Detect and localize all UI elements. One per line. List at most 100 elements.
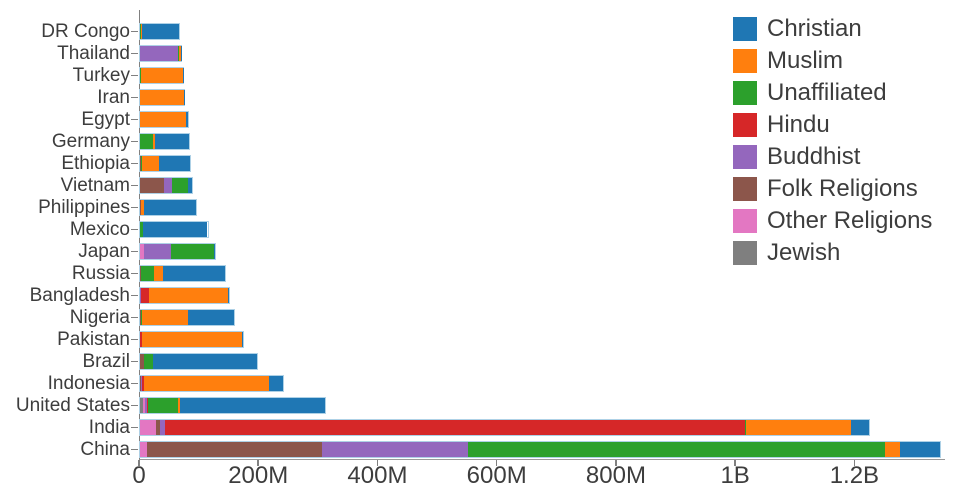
bar-ethiopia[interactable] — [140, 156, 190, 171]
segment-christian-russia[interactable] — [162, 266, 226, 281]
segment-christian-dr-congo[interactable] — [141, 24, 180, 39]
segment-unaffiliated-vietnam[interactable] — [172, 178, 188, 193]
bar-china[interactable] — [140, 442, 941, 457]
bar-philippines[interactable] — [140, 200, 196, 215]
legend-item-muslim[interactable]: Muslim — [733, 47, 932, 74]
legend-item-folk-religions[interactable]: Folk Religions — [733, 175, 932, 202]
legend-item-other-religions[interactable]: Other Religions — [733, 207, 932, 234]
segment-buddhist-japan[interactable] — [143, 244, 172, 259]
bar-thailand[interactable] — [140, 46, 182, 61]
segment-buddhist-india[interactable] — [159, 420, 166, 435]
legend-item-buddhist[interactable]: Buddhist — [733, 143, 932, 170]
segment-muslim-ethiopia[interactable] — [141, 156, 159, 171]
segment-folk-religions-philippines[interactable] — [140, 200, 141, 215]
legend-swatch-christian — [733, 17, 757, 41]
bar-japan[interactable] — [140, 244, 216, 259]
bar-vietnam[interactable] — [140, 178, 193, 193]
segment-muslim-egypt[interactable] — [140, 112, 186, 127]
segment-hindu-indonesia[interactable] — [141, 376, 144, 391]
segment-christian-philippines[interactable] — [144, 200, 196, 215]
segment-muslim-china[interactable] — [884, 442, 900, 457]
segment-muslim-united-states[interactable] — [178, 398, 181, 413]
bar-russia[interactable] — [140, 266, 226, 281]
y-tick-mark — [131, 52, 138, 55]
segment-muslim-pakistan[interactable] — [141, 332, 242, 347]
y-tick-mark — [131, 74, 138, 77]
segment-buddhist-indonesia[interactable] — [140, 376, 142, 391]
segment-muslim-india[interactable] — [745, 420, 851, 435]
segment-hindu-pakistan[interactable] — [140, 332, 142, 347]
segment-christian-pakistan[interactable] — [241, 332, 244, 347]
segment-jewish-united-states[interactable] — [140, 398, 144, 413]
segment-unaffiliated-mexico[interactable] — [140, 222, 144, 237]
segment-christian-china[interactable] — [899, 442, 941, 457]
bar-bangladesh[interactable] — [140, 288, 229, 303]
segment-christian-egypt[interactable] — [185, 112, 189, 127]
bar-indonesia[interactable] — [140, 376, 283, 391]
segment-unaffiliated-india[interactable] — [745, 420, 746, 435]
legend-item-hindu[interactable]: Hindu — [733, 111, 932, 138]
segment-christian-japan[interactable] — [214, 244, 216, 259]
segment-muslim-thailand[interactable] — [178, 46, 181, 61]
segment-muslim-nigeria[interactable] — [141, 310, 188, 325]
segment-christian-germany[interactable] — [155, 134, 190, 149]
segment-unaffiliated-dr-congo[interactable] — [140, 24, 142, 39]
segment-other-religions-japan[interactable] — [140, 244, 144, 259]
bar-nigeria[interactable] — [140, 310, 235, 325]
bar-turkey[interactable] — [140, 68, 184, 83]
segment-unaffiliated-germany[interactable] — [140, 134, 153, 149]
segment-folk-religions-ethiopia[interactable] — [140, 156, 142, 171]
segment-muslim-bangladesh[interactable] — [148, 288, 229, 303]
segment-christian-vietnam[interactable] — [188, 178, 193, 193]
segment-christian-nigeria[interactable] — [187, 310, 235, 325]
legend-item-jewish[interactable]: Jewish — [733, 239, 932, 266]
segment-buddhist-thailand[interactable] — [140, 46, 179, 61]
segment-muslim-indonesia[interactable] — [144, 376, 269, 391]
segment-folk-religions-vietnam[interactable] — [140, 178, 164, 193]
x-tick-mark — [853, 460, 856, 466]
segment-hindu-united-states[interactable] — [147, 398, 149, 413]
segment-christian-brazil[interactable] — [153, 354, 257, 369]
bar-pakistan[interactable] — [140, 332, 244, 347]
bar-dr-congo[interactable] — [140, 24, 180, 39]
segment-unaffiliated-turkey[interactable] — [140, 68, 141, 83]
segment-muslim-germany[interactable] — [152, 134, 156, 149]
segment-folk-religions-china[interactable] — [147, 442, 323, 457]
segment-folk-religions-india[interactable] — [156, 420, 160, 435]
segment-muslim-iran[interactable] — [140, 90, 184, 105]
segment-unaffiliated-russia[interactable] — [140, 266, 155, 281]
bar-germany[interactable] — [140, 134, 190, 149]
segment-buddhist-brazil[interactable] — [143, 354, 145, 369]
segment-other-religions-united-states[interactable] — [143, 398, 145, 413]
segment-unaffiliated-china[interactable] — [467, 442, 885, 457]
segment-buddhist-china[interactable] — [322, 442, 468, 457]
segment-buddhist-vietnam[interactable] — [163, 178, 173, 193]
segment-christian-indonesia[interactable] — [268, 376, 283, 391]
legend-item-christian[interactable]: Christian — [733, 15, 932, 42]
segment-christian-ethiopia[interactable] — [158, 156, 190, 171]
segment-buddhist-united-states[interactable] — [144, 398, 147, 413]
bar-egypt[interactable] — [140, 112, 189, 127]
segment-folk-religions-nigeria[interactable] — [140, 310, 142, 325]
segment-other-religions-china[interactable] — [140, 442, 148, 457]
segment-unaffiliated-japan[interactable] — [171, 244, 215, 259]
segment-other-religions-india[interactable] — [140, 420, 157, 435]
segment-muslim-philippines[interactable] — [141, 200, 145, 215]
segment-christian-united-states[interactable] — [180, 398, 325, 413]
segment-muslim-dr-congo[interactable] — [141, 24, 142, 39]
bar-iran[interactable] — [140, 90, 185, 105]
segment-christian-mexico[interactable] — [143, 222, 208, 237]
segment-christian-india[interactable] — [850, 420, 870, 435]
segment-unaffiliated-brazil[interactable] — [144, 354, 154, 369]
bar-india[interactable] — [140, 420, 870, 435]
segment-hindu-bangladesh[interactable] — [140, 288, 149, 303]
bar-mexico[interactable] — [140, 222, 208, 237]
segment-muslim-turkey[interactable] — [140, 68, 184, 83]
segment-muslim-russia[interactable] — [154, 266, 163, 281]
segment-hindu-india[interactable] — [165, 420, 746, 435]
bar-united-states[interactable] — [140, 398, 325, 413]
legend-item-unaffiliated[interactable]: Unaffiliated — [733, 79, 932, 106]
segment-folk-religions-brazil[interactable] — [140, 354, 144, 369]
segment-unaffiliated-united-states[interactable] — [148, 398, 179, 413]
bar-brazil[interactable] — [140, 354, 257, 369]
